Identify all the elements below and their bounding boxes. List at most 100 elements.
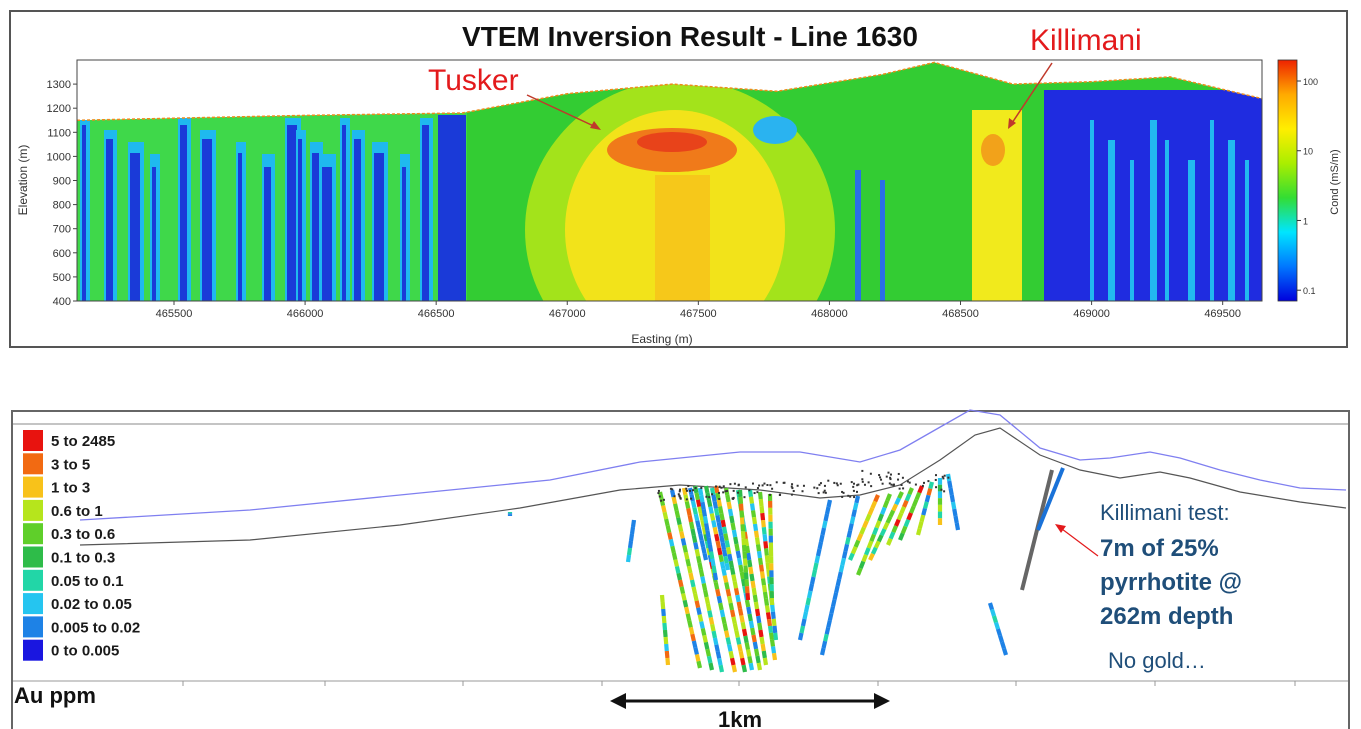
collar-mark: [720, 486, 723, 489]
resistive-column-core: [354, 139, 361, 301]
collar-mark: [678, 488, 681, 491]
drillhole-segment: [752, 641, 759, 650]
drillhole-segment: [689, 579, 696, 588]
drillhole-segment: [668, 538, 675, 547]
drillhole: [709, 487, 731, 571]
collar-mark: [733, 482, 736, 485]
collar-mark: [836, 484, 839, 487]
drillhole-segment: [991, 615, 999, 624]
collar-mark: [761, 484, 764, 487]
drillhole-segment: [671, 552, 678, 561]
drillhole-segment: [760, 578, 767, 586]
drillhole-segment: [750, 510, 757, 518]
collar-mark: [853, 496, 856, 499]
collar-mark: [743, 496, 746, 499]
drillhole-segment: [691, 586, 698, 595]
collar-mark: [853, 482, 856, 485]
drillhole-segment: [737, 489, 743, 498]
colorbar: [1277, 59, 1298, 302]
legend-label: 0.6 to 1: [51, 503, 103, 520]
drillhole-segment: [926, 488, 933, 496]
drillhole-segment: [703, 533, 709, 542]
right-column: [1188, 160, 1195, 301]
drillhole-segment: [711, 520, 717, 528]
collar-mark: [677, 493, 680, 496]
drillhole-segment: [716, 547, 723, 556]
drillhole-segment: [885, 515, 893, 524]
drillhole-segment: [627, 540, 634, 549]
x-tick-label: 469000: [1073, 308, 1110, 320]
drillhole-segment: [758, 564, 765, 572]
drillhole-segment: [691, 640, 698, 649]
drillhole-segment: [673, 503, 679, 512]
resistive-column-core: [374, 153, 384, 301]
drillhole-segment: [809, 576, 816, 585]
drillhole-segment: [846, 530, 853, 538]
y-tick-label: 900: [53, 176, 71, 188]
drillhole-segment: [861, 553, 868, 563]
drillhole-segment: [757, 622, 763, 631]
drillhole-segment: [870, 500, 878, 509]
collar-mark: [748, 489, 751, 492]
y-tick-label: 1000: [47, 151, 71, 163]
collar-mark: [852, 489, 855, 492]
killimani-test-line2: 7m of 25%: [1100, 535, 1219, 562]
drillhole-segment: [734, 630, 740, 638]
drillhole-segment: [709, 551, 715, 560]
drillhole-segment: [759, 636, 765, 645]
drillhole-segment: [686, 565, 693, 574]
drillhole-segment: [864, 513, 872, 522]
drillhole-segment: [702, 552, 709, 561]
collar-mark: [892, 484, 895, 487]
drillhole-segment: [873, 540, 881, 549]
x-tick-label: 468000: [811, 308, 848, 320]
drillhole-segment: [739, 510, 745, 518]
collar-mark: [705, 495, 708, 498]
drillhole-segment: [897, 491, 904, 500]
collar-mark: [660, 499, 663, 502]
drillhole-segment: [891, 525, 898, 534]
x-tick-label: 469500: [1204, 308, 1241, 320]
drillhole-segment: [859, 526, 866, 535]
drillhole: [898, 485, 924, 541]
drillhole-segment: [725, 546, 732, 555]
collar-mark: [889, 476, 892, 479]
collar-mark: [678, 490, 681, 493]
collar-mark: [756, 491, 759, 494]
drillhole-segment: [719, 609, 726, 618]
drillhole-segment: [826, 619, 832, 628]
drillhole-segment: [840, 557, 846, 566]
drillhole-segment: [874, 520, 882, 529]
drillhole-segment: [948, 487, 954, 496]
drillhole-segment: [721, 549, 728, 557]
collar-mark: [768, 493, 771, 496]
tusker-arrowhead: [590, 121, 601, 130]
right-columns: [1090, 120, 1249, 301]
killimani-test-line3: pyrrhotite @: [1100, 569, 1242, 596]
legend-label: 0.005 to 0.02: [51, 619, 140, 636]
drillhole-segment: [741, 544, 747, 553]
drillhole-segment: [800, 618, 807, 627]
x-tick-label: 467000: [549, 308, 586, 320]
drillhole-segment: [837, 571, 843, 580]
right-column: [1130, 160, 1134, 301]
vtem-xlabel: Easting (m): [631, 332, 692, 346]
collar-mark: [898, 487, 901, 490]
drillhole-segment: [823, 633, 829, 642]
collar-mark: [947, 476, 950, 479]
drillhole-segment: [687, 620, 693, 628]
drillhole-segment: [704, 523, 710, 531]
collar-mark: [715, 485, 718, 488]
drillhole-segment: [700, 628, 707, 636]
collar-mark: [880, 478, 883, 481]
collar-mark: [818, 483, 821, 486]
legend-swatch: [23, 569, 43, 591]
collar-mark: [718, 485, 721, 488]
drillhole-segment: [729, 567, 736, 575]
drillhole-segment: [743, 565, 749, 573]
drillhole-segment: [919, 514, 926, 523]
drillhole-segment: [732, 623, 739, 632]
collar-mark: [700, 486, 703, 489]
drillhole-segment: [628, 533, 635, 542]
drillhole-segment: [724, 540, 731, 548]
